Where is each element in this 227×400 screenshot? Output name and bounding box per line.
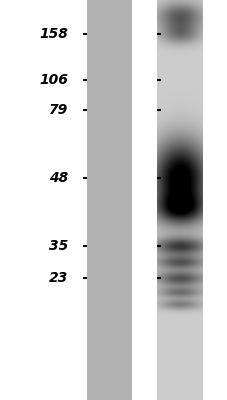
Text: 48: 48 [49,171,68,185]
Text: 35: 35 [49,239,68,253]
Text: 23: 23 [49,271,68,285]
Text: 79: 79 [49,103,68,117]
Bar [86,0,132,400]
Text: 158: 158 [39,27,68,41]
Text: 106: 106 [39,73,68,87]
